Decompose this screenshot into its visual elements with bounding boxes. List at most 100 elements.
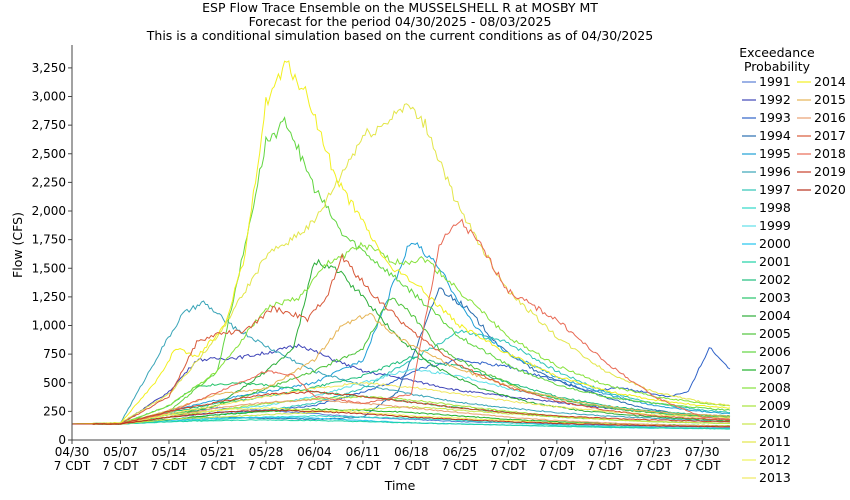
legend-label-1995: 1995 [759,146,791,161]
legend-label-1994: 1994 [759,128,791,143]
legend-label-2000: 2000 [759,236,791,251]
x-tick-label-date: 05/14 [152,445,187,459]
legend-label-2013: 2013 [759,470,791,485]
legend-label-2010: 2010 [759,416,791,431]
series-line-2018 [72,218,731,425]
series-line-2016 [72,398,731,427]
x-tick-label-time: 7 CDT [54,459,91,473]
legend-label-2009: 2009 [759,398,791,413]
legend-label-1991: 1991 [759,74,791,89]
legend-label-1999: 1999 [759,218,791,233]
legend-label-2005: 2005 [759,326,791,341]
y-tick-label: 2,750 [32,118,66,132]
x-tick-label-time: 7 CDT [102,459,139,473]
x-tick-label-date: 07/23 [637,445,672,459]
y-tick-label: 2,000 [32,204,66,218]
legend-label-2015: 2015 [814,92,846,107]
plot-background [72,45,730,440]
y-tick-label: 1,000 [32,319,66,333]
x-tick-label-time: 7 CDT [393,459,430,473]
x-tick-label-date: 07/16 [588,445,623,459]
series-line-2001 [72,419,731,430]
legend-label-2012: 2012 [759,452,791,467]
legend: Exceedance Probability 1991 1992 1993 1994 1… [739,45,846,485]
chart-title: ESP Flow Trace Ensemble on the MUSSELSHE… [146,0,653,43]
legend-label-2004: 2004 [759,308,791,323]
x-tick-label-date: 06/11 [346,445,381,459]
x-tick-label-time: 7 CDT [442,459,479,473]
series-line-2019 [72,390,731,425]
series-line-2008 [72,241,731,425]
x-tick-label-date: 07/02 [491,445,526,459]
x-tick-label-time: 7 CDT [151,459,188,473]
x-tick-label-date: 07/30 [685,445,720,459]
y-tick-label: 250 [43,404,66,418]
y-tick-label: 2,500 [32,147,66,161]
legend-label-2020: 2020 [814,182,846,197]
y-tick-label: 2,250 [32,175,66,189]
y-tick-label: 500 [43,376,66,390]
chart-title-line-3: This is a conditional simulation based o… [146,28,653,43]
legend-label-1996: 1996 [759,164,791,179]
legend-label-2016: 2016 [814,110,846,125]
plot-area [71,45,731,440]
x-tick-label-time: 7 CDT [490,459,527,473]
x-tick-label-date: 05/28 [249,445,284,459]
x-tick-label-date: 06/18 [394,445,429,459]
y-tick-label: 1,250 [32,290,66,304]
legend-label-2003: 2003 [759,290,791,305]
y-tick-label: 3,250 [32,61,66,75]
y-tick-label: 750 [43,347,66,361]
series-line-2002 [72,356,731,425]
legend-label-2019: 2019 [814,164,846,179]
series-line-2014 [71,60,731,425]
legend-label-2008: 2008 [759,380,791,395]
series-line-2020 [72,409,730,428]
series-line-2017 [72,252,731,425]
x-tick-label-date: 05/21 [200,445,235,459]
series-line-2005 [72,297,731,425]
x-tick-label-time: 7 CDT [248,459,285,473]
legend-title-line-1: Exceedance [739,45,815,60]
series-line-2010 [72,405,731,425]
y-tick-label: 3,000 [32,90,66,104]
y-tick-label: 1,500 [32,261,66,275]
x-tick-label-time: 7 CDT [199,459,236,473]
legend-label-1993: 1993 [759,110,791,125]
legend-label-1992: 1992 [759,92,791,107]
legend-label-2018: 2018 [814,146,846,161]
y-tick-label: 1,750 [32,233,66,247]
x-tick-label-date: 04/30 [55,445,90,459]
series-line-2006 [71,116,731,425]
legend-label-2011: 2011 [759,434,791,449]
x-tick-label-date: 06/04 [297,445,332,459]
legend-label-2002: 2002 [759,272,791,287]
x-tick-label-time: 7 CDT [539,459,576,473]
series-line-1996 [71,300,730,425]
legend-label-2001: 2001 [759,254,791,269]
legend-label-2007: 2007 [759,362,791,377]
series-line-2011 [71,103,731,425]
legend-label-2014: 2014 [814,74,846,89]
y-axis: 0 250 500 750 1,000 1,250 1,500 1,750 2,000 2,250… [32,45,73,447]
series-line-2004 [72,258,730,425]
x-axis-title: Time [384,478,416,493]
series-line-1998 [72,414,731,430]
legend-label-2017: 2017 [814,128,846,143]
x-tick-label-date: 06/25 [443,445,478,459]
series-line-2015 [72,312,731,425]
y-axis-title: Flow (CFS) [10,212,25,278]
legend-label-2006: 2006 [759,344,791,359]
x-tick-label-time: 7 CDT [296,459,333,473]
x-tick-label-date: 07/09 [540,445,575,459]
x-tick-label-time: 7 CDT [636,459,673,473]
chart-title-line-1: ESP Flow Trace Ensemble on the MUSSELSHE… [202,0,598,15]
x-tick-label-time: 7 CDT [587,459,624,473]
x-tick-label-time: 7 CDT [684,459,721,473]
chart-title-line-2: Forecast for the period 04/30/2025 - 08/… [249,14,552,29]
legend-title-line-2: Probability [744,59,811,74]
y-tick-label: 0 [58,433,66,447]
legend-label-1997: 1997 [759,182,791,197]
